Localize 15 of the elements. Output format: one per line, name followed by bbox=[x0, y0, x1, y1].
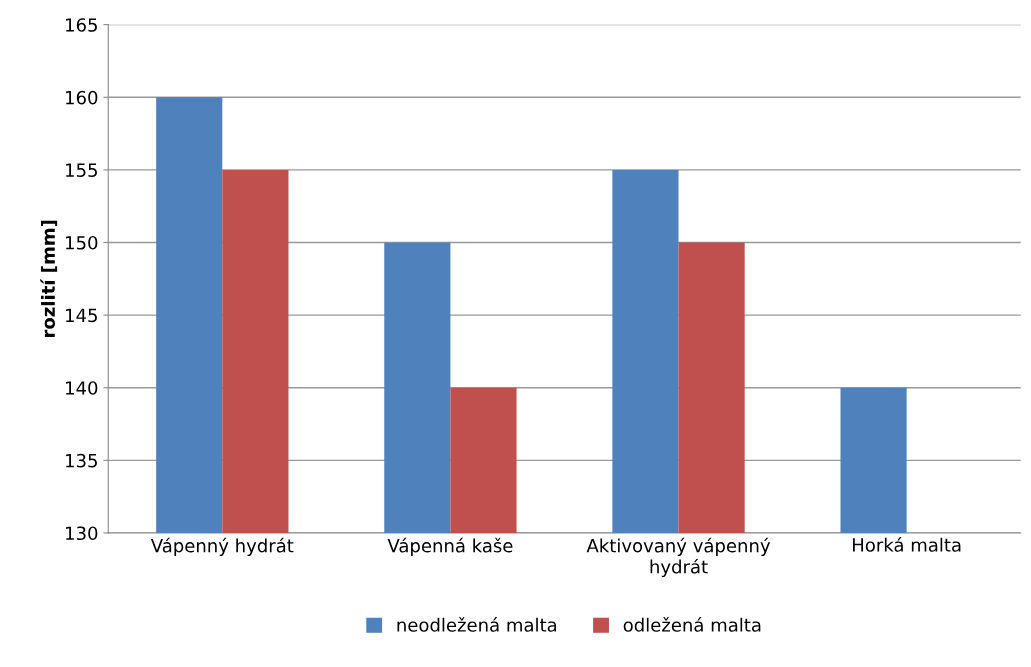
y-tick-label: 155 bbox=[66, 163, 97, 178]
x-tick-label: Vápenný hydrát bbox=[150, 537, 294, 556]
y-axis-title: rozlití [mm] bbox=[40, 220, 58, 338]
x-tick-label: Vápenná kaše bbox=[387, 537, 513, 556]
y-tick-label: 165 bbox=[66, 18, 97, 32]
x-tick-label: Horká malta bbox=[853, 537, 961, 552]
y-tick-label: 145 bbox=[66, 308, 97, 323]
legend-label: neodležená malta bbox=[397, 617, 557, 632]
y-tick-label: 160 bbox=[66, 90, 98, 105]
y-tick-label: 130 bbox=[66, 526, 98, 541]
y-tick-label: 135 bbox=[66, 453, 97, 468]
y-tick-label: 150 bbox=[66, 235, 98, 250]
legend-label: odležená malta bbox=[623, 617, 761, 632]
x-tick-label: Aktivovaný vápenný hydrát bbox=[586, 537, 771, 578]
y-tick-label: 140 bbox=[66, 381, 98, 395]
